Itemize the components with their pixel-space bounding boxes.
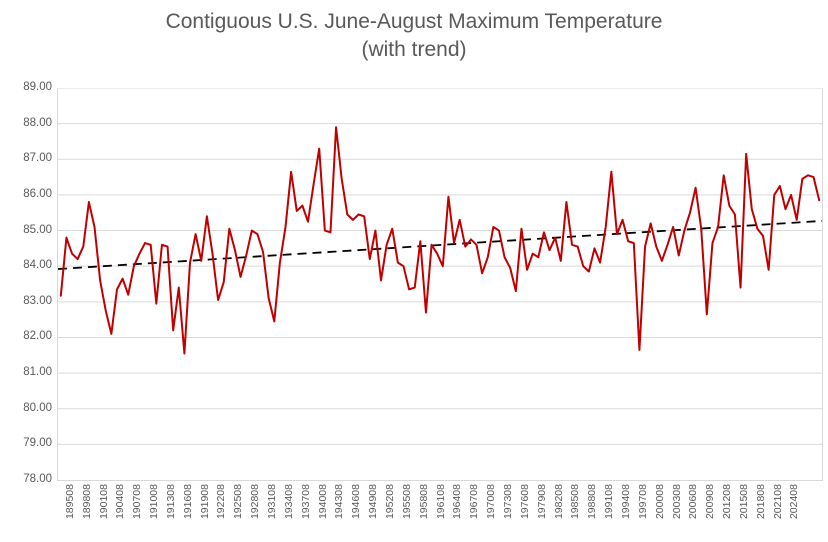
x-tick-label: 202108 [771, 484, 784, 520]
gridlines [58, 88, 822, 445]
y-tick-label: 79.00 [23, 437, 52, 450]
x-tick-label: 189808 [80, 484, 93, 520]
x-tick-label: 199408 [619, 484, 632, 520]
y-tick-label: 81.00 [23, 366, 52, 379]
x-tick-label: 194908 [367, 484, 380, 520]
y-tick-label: 89.00 [23, 81, 52, 93]
x-tick-label: 192208 [215, 484, 228, 520]
y-tick-label: 83.00 [23, 294, 52, 307]
x-tick-label: 193408 [282, 484, 295, 520]
y-tick-label: 88.00 [23, 116, 52, 129]
x-tick-label: 195208 [384, 484, 396, 520]
x-tick-label: 196108 [434, 484, 447, 520]
x-tick-label: 195808 [417, 484, 430, 520]
x-tick-label: 200908 [704, 484, 717, 520]
x-tick-label: 193108 [266, 484, 279, 520]
x-tick-label: 194308 [333, 484, 346, 520]
x-tick-label: 192808 [249, 484, 262, 520]
x-tick-label: 196408 [451, 484, 464, 520]
x-tick-label: 190708 [131, 484, 144, 520]
plot-area [58, 88, 822, 480]
x-tick-label: 196708 [468, 484, 481, 520]
x-tick-label: 195508 [400, 484, 413, 520]
x-tick-label: 193708 [299, 484, 312, 520]
x-tick-label: 201508 [737, 484, 750, 520]
y-tick-label: 78.00 [23, 473, 52, 485]
x-tick-label: 198508 [569, 484, 582, 520]
x-tick-label: 191608 [181, 484, 194, 520]
x-tick-label: 201208 [721, 484, 734, 520]
x-axis-line [57, 480, 823, 481]
x-tick-label: 200308 [670, 484, 683, 520]
x-tick-label: 191308 [164, 484, 177, 520]
x-tick-label: 201808 [754, 484, 767, 520]
x-tick-label: 197608 [518, 484, 531, 520]
x-tick-label: 191008 [148, 484, 161, 520]
y-tick-label: 84.00 [23, 259, 52, 272]
x-tick-label: 191908 [198, 484, 211, 520]
x-tick-label: 197908 [535, 484, 548, 520]
x-tick-label: 200008 [653, 484, 666, 520]
x-tick-label: 199108 [603, 484, 616, 520]
x-axis-labels: 189508 189808 190108 190408 190708 191008 1913… [58, 484, 822, 542]
x-tick-label: 198208 [552, 484, 565, 520]
x-tick-label: 199708 [636, 484, 649, 520]
trend-line [58, 220, 822, 270]
temperature-series-line [59, 126, 821, 355]
y-tick-label: 82.00 [23, 330, 52, 343]
x-tick-label: 190408 [114, 484, 127, 520]
y-axis-line [57, 88, 58, 481]
chart-svg [58, 88, 822, 445]
x-tick-label: 190108 [97, 484, 110, 520]
y-tick-label: 86.00 [23, 187, 52, 200]
x-tick-label: 192508 [232, 484, 245, 520]
y-tick-label: 87.00 [23, 152, 52, 165]
x-tick-label: 189508 [63, 484, 76, 520]
x-tick-label: 198808 [586, 484, 599, 520]
plot-right-border [822, 88, 823, 481]
y-tick-label: 80.00 [23, 401, 52, 414]
y-axis-labels: 78.00 79.00 80.00 81.00 82.00 83.00 84.00 85.00… [0, 81, 828, 484]
x-tick-label: 200608 [687, 484, 700, 520]
x-tick-label: 194008 [316, 484, 329, 520]
x-tick-label: 194608 [350, 484, 363, 520]
x-tick-label: 197308 [501, 484, 514, 520]
x-tick-label: 202408 [788, 484, 801, 520]
chart-title: Contiguous U.S. June-August Maximum Temp… [165, 10, 663, 61]
y-tick-label: 85.00 [23, 223, 52, 236]
x-tick-label: 197008 [485, 484, 498, 520]
